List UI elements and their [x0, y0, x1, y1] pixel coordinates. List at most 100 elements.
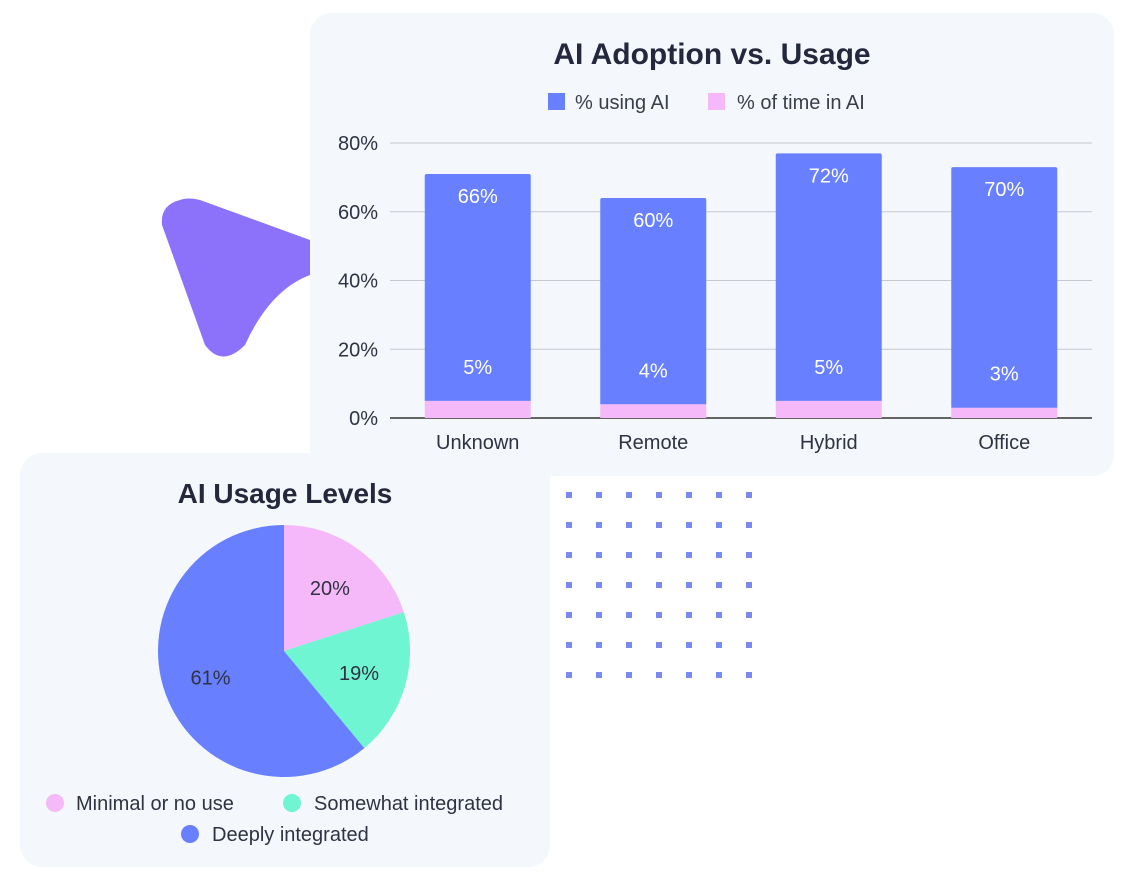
data-label-using-ai: 70% — [984, 179, 1024, 201]
dot-grid — [566, 492, 752, 678]
legend-label-deeply: Deeply integrated — [212, 824, 369, 846]
bar-using-ai — [951, 167, 1058, 408]
decor-dot — [566, 492, 572, 498]
pie-slice-minimal — [284, 525, 404, 651]
decor-dot — [596, 642, 602, 648]
pie-slice-deeply — [158, 525, 365, 777]
decor-dot — [656, 642, 662, 648]
bar-using-ai — [424, 173, 531, 401]
legend-dot-deeply — [181, 825, 199, 843]
x-category-label: Hybrid — [800, 432, 858, 454]
decor-dot — [596, 492, 602, 498]
bar-time-in-ai — [600, 404, 707, 418]
decor-dot — [686, 492, 692, 498]
decor-dot — [656, 492, 662, 498]
legend-dot-minimal — [46, 794, 64, 812]
decor-dot — [716, 522, 722, 528]
pie-value-label: 61% — [190, 667, 230, 689]
pie-value-label: 19% — [339, 663, 379, 685]
decor-dot — [566, 522, 572, 528]
decor-dot — [566, 582, 572, 588]
data-label-time-in-ai: 3% — [990, 364, 1019, 386]
decor-dot — [746, 672, 752, 678]
decor-dot — [686, 522, 692, 528]
decor-dot — [746, 612, 752, 618]
bar-legend: % using AI % of time in AI — [548, 92, 865, 114]
bar-using-ai — [600, 198, 707, 405]
data-label-using-ai: 72% — [809, 165, 849, 187]
x-category-label: Remote — [618, 432, 688, 454]
bar-time-in-ai — [775, 400, 882, 418]
x-category-label: Office — [978, 432, 1030, 454]
decor-dot — [656, 582, 662, 588]
decor-dot — [716, 642, 722, 648]
decor-dot — [596, 552, 602, 558]
decor-dot — [596, 612, 602, 618]
decor-dot — [566, 672, 572, 678]
pie-slice-somewhat — [284, 612, 411, 749]
decor-dot — [596, 522, 602, 528]
legend-label-using-ai: % using AI — [575, 92, 670, 114]
decor-dot — [686, 552, 692, 558]
decor-dot — [626, 492, 632, 498]
decor-dot — [716, 492, 722, 498]
decor-dot — [746, 522, 752, 528]
decor-dot — [746, 492, 752, 498]
legend-swatch-time-in-ai — [708, 93, 725, 110]
decor-dot — [656, 612, 662, 618]
legend-label-somewhat: Somewhat integrated — [314, 793, 503, 815]
data-label-time-in-ai: 5% — [463, 357, 492, 379]
pie-legend: Minimal or no use Somewhat integrated De… — [46, 793, 503, 846]
decor-dot — [746, 642, 752, 648]
arrow-pointer-icon — [161, 198, 310, 357]
decor-dot — [566, 612, 572, 618]
bar-chart: % using AI % of time in AI 0% 20% 40% 60% 80… — [338, 92, 1092, 454]
legend-swatch-using-ai — [548, 93, 565, 110]
y-tick-label: 60% — [338, 202, 378, 224]
pie-value-label: 20% — [310, 578, 350, 600]
bar-time-in-ai — [951, 407, 1058, 418]
decor-dot — [716, 612, 722, 618]
decor-dot — [626, 582, 632, 588]
decor-dot — [656, 522, 662, 528]
decor-dot — [746, 582, 752, 588]
decor-dot — [656, 552, 662, 558]
y-tick-label: 0% — [349, 408, 378, 430]
decor-dot — [626, 522, 632, 528]
decor-dot — [686, 642, 692, 648]
bar-chart-card: AI Adoption vs. Usage % using AI % of ti… — [310, 13, 1114, 476]
decor-dot — [686, 582, 692, 588]
decor-dot — [626, 552, 632, 558]
bar-time-in-ai — [424, 400, 531, 418]
decor-dot — [626, 612, 632, 618]
decor-dot — [716, 552, 722, 558]
pie-chart-card: AI Usage Levels 20% 19% 61% Minimal or no … — [20, 453, 550, 867]
y-tick-label: 80% — [338, 133, 378, 155]
decor-dot — [596, 672, 602, 678]
bar-chart-title: AI Adoption vs. Usage — [553, 38, 871, 71]
decor-dot — [686, 672, 692, 678]
decor-dot — [656, 672, 662, 678]
decor-dot — [746, 552, 752, 558]
legend-dot-somewhat — [283, 794, 301, 812]
data-label-time-in-ai: 5% — [814, 357, 843, 379]
decor-dot — [596, 582, 602, 588]
data-label-using-ai: 60% — [633, 210, 673, 232]
legend-label-time-in-ai: % of time in AI — [737, 92, 865, 114]
decor-dot — [716, 582, 722, 588]
decor-dot — [566, 642, 572, 648]
decor-dot — [686, 612, 692, 618]
y-tick-label: 40% — [338, 271, 378, 293]
pie-chart-title: AI Usage Levels — [177, 478, 393, 509]
legend-label-minimal: Minimal or no use — [76, 793, 234, 815]
decor-dot — [626, 672, 632, 678]
decor-dot — [626, 642, 632, 648]
data-label-time-in-ai: 4% — [639, 360, 668, 382]
decor-dot — [566, 552, 572, 558]
bar-using-ai — [775, 153, 882, 401]
decor-dot — [716, 672, 722, 678]
x-category-label: Unknown — [436, 432, 519, 454]
data-label-using-ai: 66% — [458, 186, 498, 208]
y-tick-label: 20% — [338, 339, 378, 361]
pie-chart: 20% 19% 61% Minimal or no use Somewhat int… — [46, 525, 503, 846]
